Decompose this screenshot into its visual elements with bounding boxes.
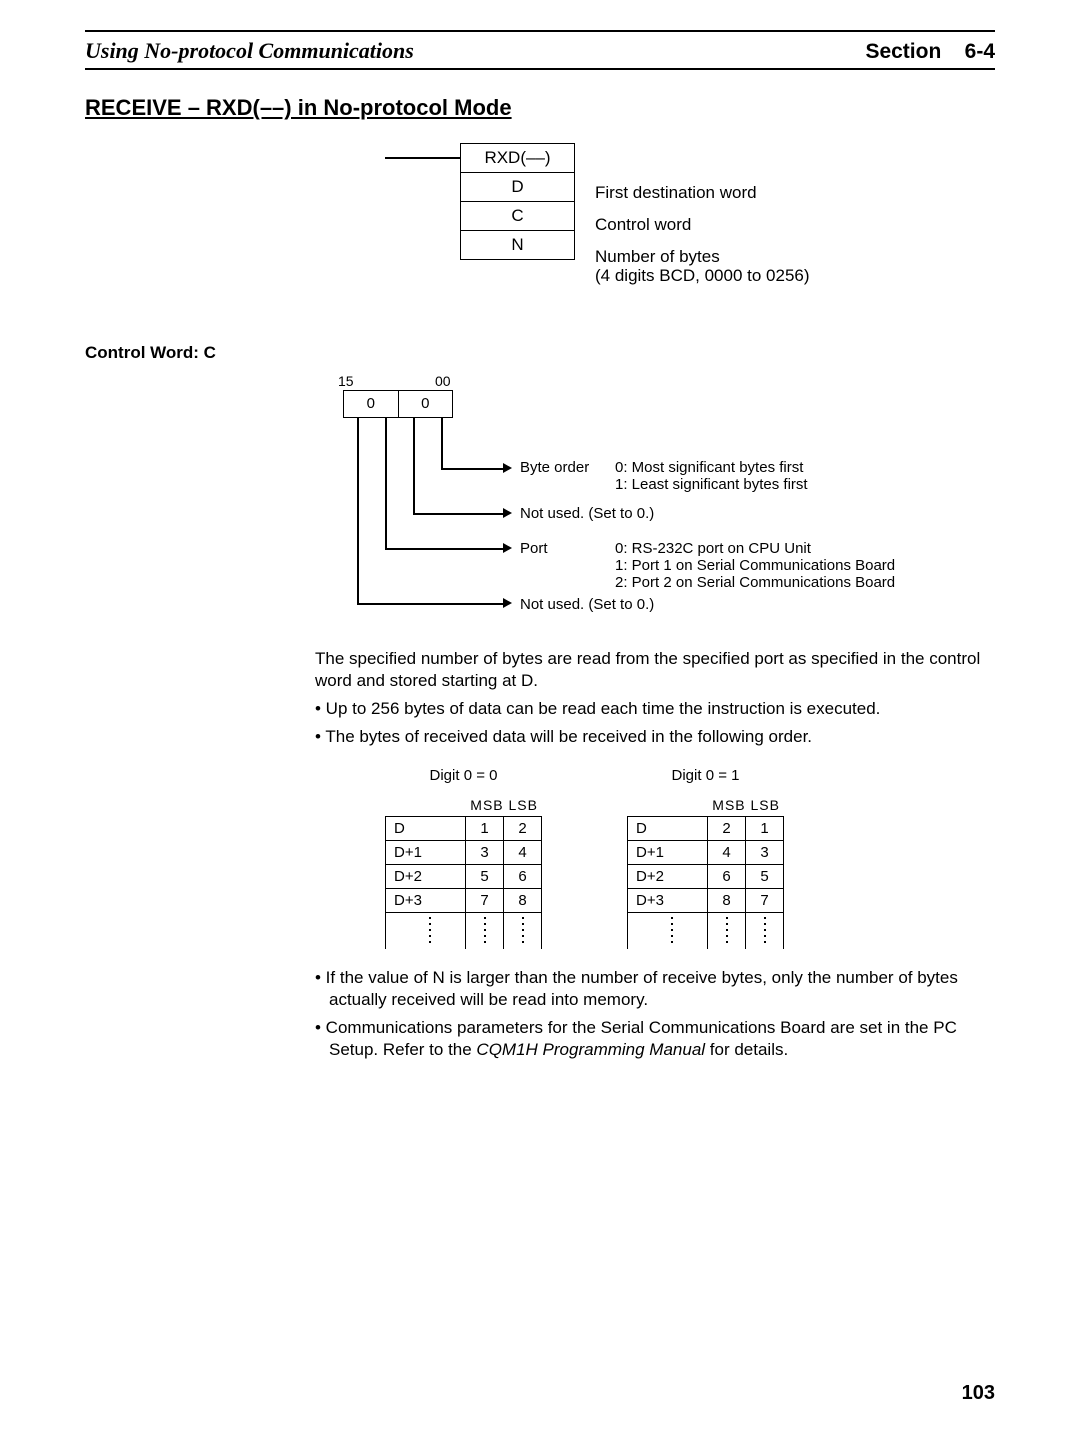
operand-c-desc: Control word	[595, 215, 691, 235]
instr-operand-n: N	[461, 231, 574, 259]
section-number: 6-4	[965, 40, 995, 63]
msb-lsb-right: MSB LSB	[627, 796, 784, 814]
bullet-3: • If the value of N is larger than the n…	[315, 967, 995, 1011]
instr-operand-d: D	[461, 173, 574, 202]
cw-byteorder-label: Byte order	[520, 459, 589, 478]
page-number: 103	[962, 1382, 995, 1405]
operand-n-desc: Number of bytes	[595, 247, 720, 267]
byte-order-tables: Digit 0 = 0 MSB LSB D12 D+134 D+256 D+37…	[385, 766, 995, 948]
nibble-1: 0	[399, 391, 453, 417]
nibble-0: 0	[344, 391, 399, 417]
control-word-diagram: 15 00 0 0 Byte order 0: Most significant…	[85, 373, 995, 633]
bit-lo: 00	[435, 373, 451, 389]
cw-port-opt2: 2: Port 2 on Serial Communications Board	[615, 574, 895, 593]
cw-port-label: Port	[520, 540, 548, 559]
cw-notused1: Not used. (Set to 0.)	[520, 505, 654, 524]
digit0-0-title: Digit 0 = 0	[385, 766, 542, 786]
instr-name: RXD(––)	[461, 144, 574, 173]
body-text: The specified number of bytes are read f…	[315, 648, 995, 1061]
header-right: Section 6-4	[865, 40, 995, 64]
header-left: Using No-protocol Communications	[85, 38, 414, 64]
bullet-2: • The bytes of received data will be rec…	[315, 726, 995, 748]
byte-table-left: D12 D+134 D+256 D+378	[385, 816, 542, 949]
cw-byteorder-opt1: 1: Least significant bytes first	[615, 476, 808, 495]
instr-operand-c: C	[461, 202, 574, 231]
section-title: RECEIVE – RXD(––) in No-protocol Mode	[85, 95, 995, 121]
cw-byteorder-opt0: 0: Most significant bytes first	[615, 459, 803, 478]
cw-notused2: Not used. (Set to 0.)	[520, 596, 654, 615]
operand-n-desc2: (4 digits BCD, 0000 to 0256)	[595, 266, 810, 286]
cw-port-opt0: 0: RS-232C port on CPU Unit	[615, 540, 811, 559]
instruction-diagram: RXD(––) D C N First destination word Con…	[395, 143, 995, 313]
operand-d-desc: First destination word	[595, 183, 757, 203]
bit-hi: 15	[338, 373, 354, 389]
para-1: The specified number of bytes are read f…	[315, 648, 995, 692]
cw-port-opt1: 1: Port 1 on Serial Communications Board	[615, 557, 895, 576]
page-header: Using No-protocol Communications Section…	[85, 38, 995, 70]
byte-table-right: D21 D+143 D+265 D+387	[627, 816, 784, 949]
bullet-4: • Communications parameters for the Seri…	[315, 1017, 995, 1061]
control-word-heading: Control Word: C	[85, 343, 995, 363]
msb-lsb-left: MSB LSB	[385, 796, 542, 814]
section-label: Section	[865, 40, 941, 63]
bullet-1: • Up to 256 bytes of data can be read ea…	[315, 698, 995, 720]
digit0-1-title: Digit 0 = 1	[627, 766, 784, 786]
